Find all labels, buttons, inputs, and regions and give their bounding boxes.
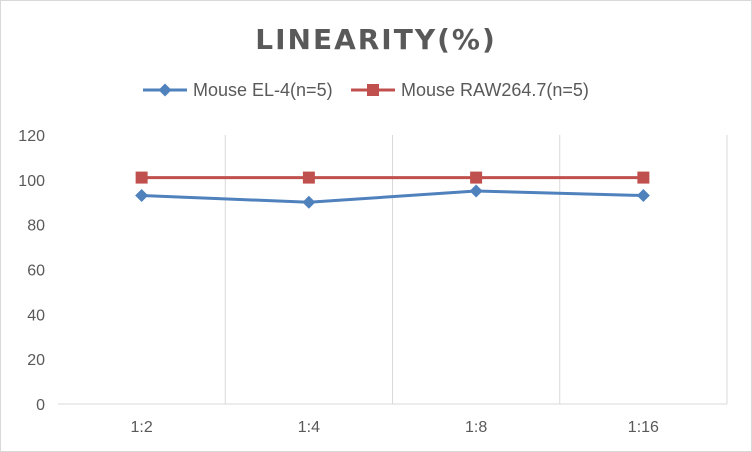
y-tick-label: 0	[36, 397, 45, 414]
series-line	[141, 189, 644, 204]
y-tick-label: 40	[27, 307, 45, 324]
x-tick-label: 1:4	[298, 419, 320, 436]
gridlines	[224, 135, 728, 404]
y-axis-ticks: 0 20 40 60 80 100 120	[18, 128, 45, 414]
legend-label-el4: Mouse EL-4(n=5)	[193, 80, 333, 100]
data-point	[469, 184, 483, 198]
data-point	[302, 195, 316, 209]
x-tick-label: 1:8	[465, 419, 487, 436]
legend-marker-raw264	[367, 84, 379, 96]
y-tick-label: 60	[27, 263, 45, 280]
data-point	[636, 189, 650, 203]
legend-marker-el4	[158, 83, 172, 97]
chart-title: LINEARITY(%)	[255, 23, 497, 56]
legend-label-raw264: Mouse RAW264.7(n=5)	[401, 80, 589, 100]
legend-item-el4: Mouse EL-4(n=5)	[143, 80, 333, 100]
data-point	[637, 171, 650, 184]
series-layer	[135, 171, 650, 209]
legend-item-raw264: Mouse RAW264.7(n=5)	[351, 80, 589, 100]
y-tick-label: 100	[18, 173, 45, 190]
data-point	[135, 171, 148, 184]
y-tick-label: 80	[27, 218, 45, 235]
data-point	[135, 189, 149, 203]
data-point	[302, 171, 315, 184]
y-tick-label: 20	[27, 352, 45, 369]
series-2	[135, 171, 650, 184]
series-1	[135, 184, 650, 209]
y-tick-label: 120	[18, 128, 45, 145]
x-tick-label: 1:16	[628, 419, 659, 436]
x-axis-ticks: 1:2 1:4 1:8 1:16	[131, 419, 660, 436]
x-tick-label: 1:2	[131, 419, 153, 436]
legend: Mouse EL-4(n=5) Mouse RAW264.7(n=5)	[143, 80, 589, 100]
data-point	[470, 171, 483, 184]
